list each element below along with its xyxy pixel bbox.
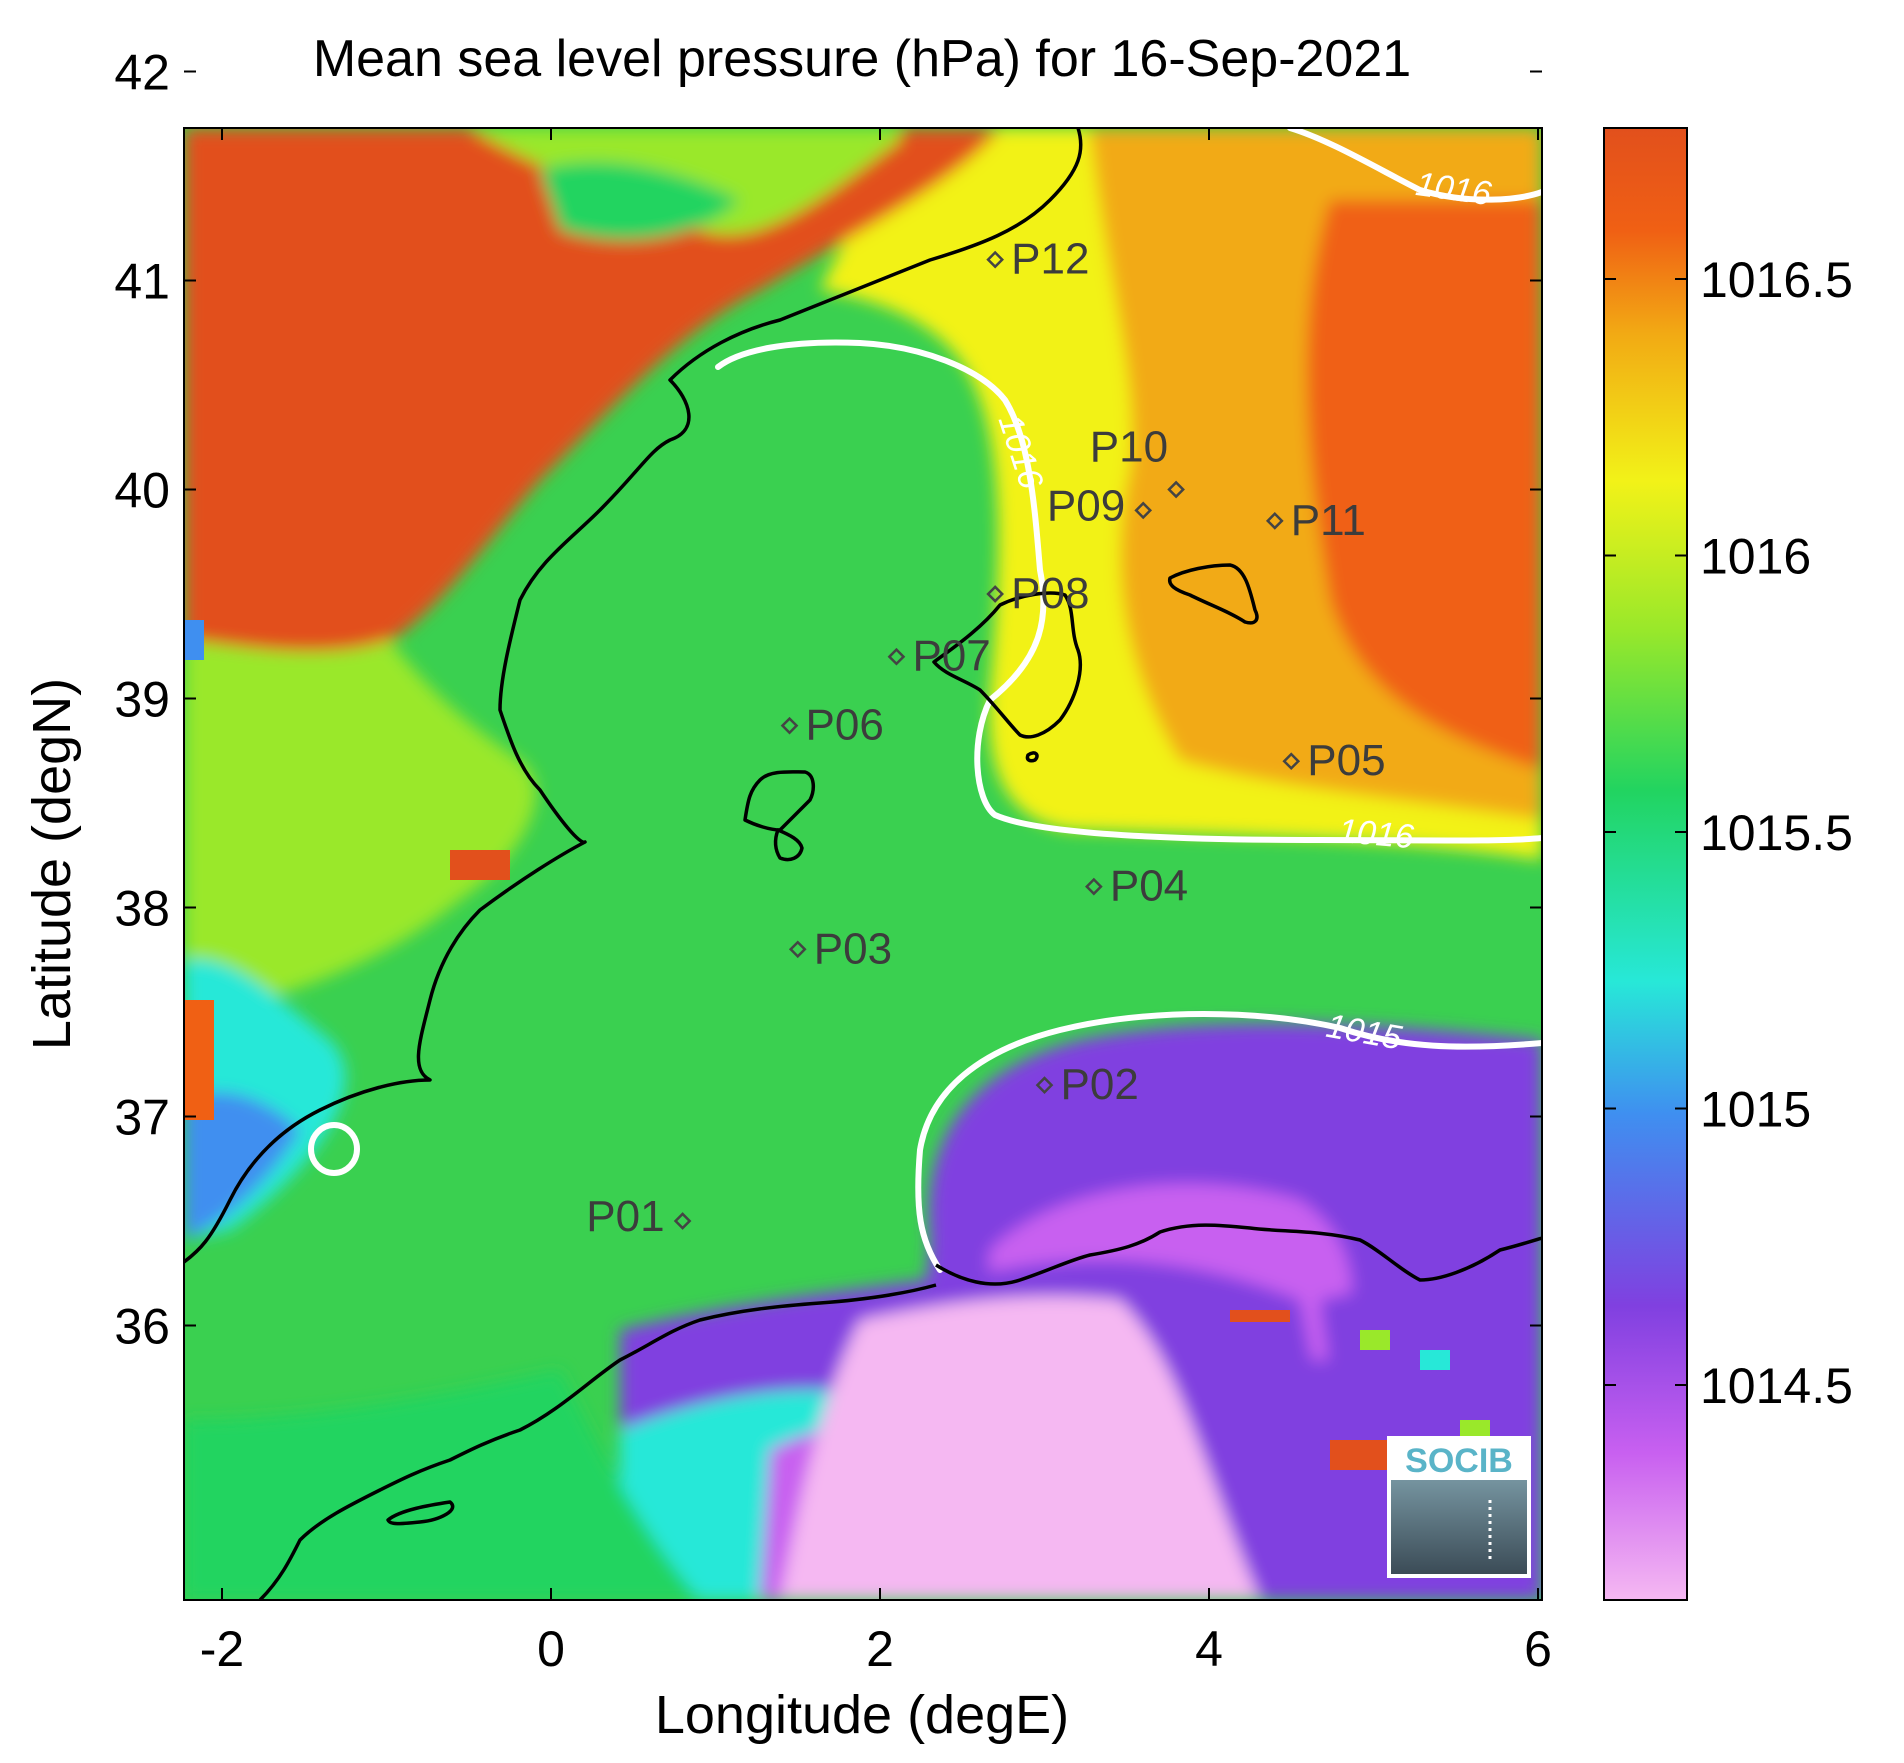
station-label: P04 [1110,862,1188,911]
station-p08: P08 [986,569,1089,618]
y-tick-label: 37 [114,1090,170,1146]
y-axis: 36 37 38 39 40 41 42 [114,45,1542,1355]
station-p03: P03 [788,924,892,973]
station-label: P12 [1011,235,1089,284]
station-marker-icon [780,716,799,735]
colorbar-tick-label: 1016 [1700,529,1811,585]
plot-frame [183,127,1543,1601]
station-marker-icon [673,1212,692,1230]
station-p02: P02 [1035,1060,1139,1109]
colorbar: 1014.5 1015 1015.5 1016 1016.5 [1603,127,1853,1601]
colorbar-ticks: 1014.5 1015 1015.5 1016 1016.5 [1604,252,1853,1414]
contour-label: 1016 [1337,812,1416,856]
station-p10: P10 [1090,423,1185,499]
station-p11: P11 [1265,496,1366,545]
station-marker-icon [1035,1076,1054,1094]
station-p09: P09 [1047,481,1153,530]
y-tick-label: 40 [114,463,170,519]
x-tick-label: -2 [200,1621,244,1677]
station-marker-icon [1265,512,1284,530]
y-axis-label: Latitude (degN) [22,678,82,1050]
station-label: P01 [586,1192,664,1241]
y-tick-label: 36 [114,1299,170,1355]
station-marker-icon [986,250,1004,269]
station-p05: P05 [1282,736,1386,785]
station-p06: P06 [780,701,884,750]
station-p01: P01 [586,1192,692,1241]
station-label: P08 [1011,569,1089,618]
x-tick-label: 0 [537,1621,565,1677]
station-label: P06 [806,701,884,750]
station-marker-icon [788,940,807,959]
station-marker-icon [1282,752,1301,771]
y-tick-label: 42 [114,45,170,101]
colorbar-tick-label: 1014.5 [1700,1358,1853,1414]
logo-text: SOCIB [1405,1442,1513,1480]
x-axis: -2 0 2 4 6 [200,128,1552,1677]
station-label: P07 [912,632,990,681]
station-markers: P01 P02 P03 P04 P05 P06 P07 P08 P09 P10 P11 P12 [586,235,1385,1241]
station-label: P02 [1061,1060,1139,1109]
y-tick-label: 38 [114,881,170,937]
station-label: P09 [1047,481,1125,530]
x-tick-label: 2 [866,1621,894,1677]
y-tick-label: 39 [114,672,170,728]
station-label: P11 [1291,496,1366,545]
station-label: P05 [1307,736,1385,785]
x-axis-label: Longitude (degE) [655,1685,1069,1745]
isobar-lines [308,128,1542,1273]
colorbar-tick-label: 1016.5 [1700,252,1853,308]
station-marker-icon [1134,501,1153,520]
station-label: P03 [814,924,892,973]
colorbar-tick-label: 1015 [1700,1082,1811,1138]
station-marker-icon [887,647,906,666]
colorbar-tick-label: 1015.5 [1700,805,1853,861]
station-marker-icon [1167,480,1185,499]
station-p12: P12 [986,235,1089,284]
station-label: P10 [1090,423,1168,472]
station-p07: P07 [887,632,991,681]
station-marker-icon [986,585,1004,603]
station-p04: P04 [1085,862,1188,911]
coastlines [184,128,1542,1600]
x-tick-label: 6 [1524,1621,1552,1677]
station-marker-icon [1085,877,1103,896]
y-tick-label: 41 [114,254,170,310]
chart-title: Mean sea level pressure (hPa) for 16-Sep… [313,30,1411,88]
socib-logo: SOCIB [1387,1436,1531,1578]
x-tick-label: 4 [1195,1621,1223,1677]
